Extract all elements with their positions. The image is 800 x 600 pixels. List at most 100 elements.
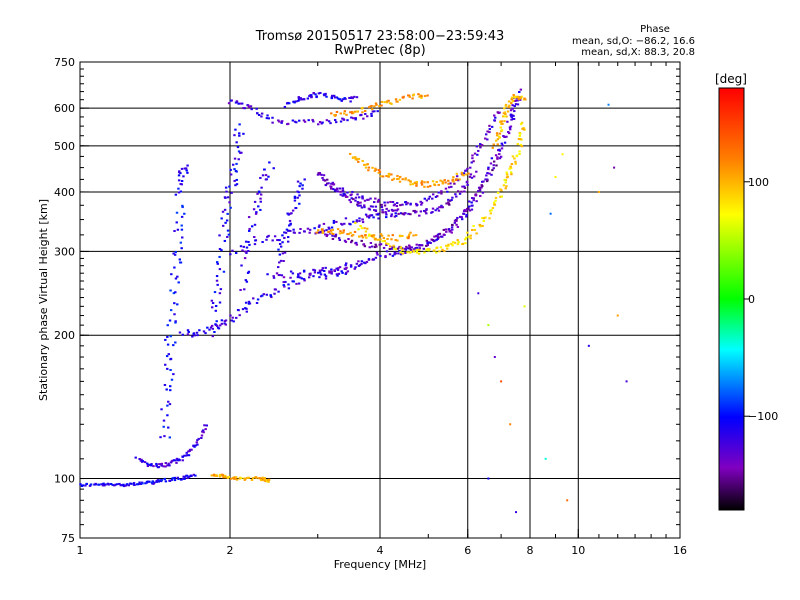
data-point [250,478,254,481]
data-point [496,157,499,160]
data-point [447,228,451,231]
data-point [218,292,222,295]
data-point [357,260,360,263]
data-point [317,92,321,95]
data-point [393,251,396,254]
data-point [469,173,473,176]
data-point [451,228,454,231]
data-point [308,228,312,231]
data-point [341,231,344,234]
data-point [265,293,269,296]
data-point [355,262,359,265]
data-point [224,319,228,322]
data-point [500,129,504,132]
data-point [447,182,450,185]
data-point [517,98,521,101]
data-point [412,234,415,237]
data-point [241,308,245,311]
data-point [511,107,514,110]
data-point [250,225,254,228]
data-point [364,166,368,169]
data-point [381,208,384,211]
data-point [237,150,241,153]
data-point [384,256,387,259]
data-point [427,249,430,252]
data-point [451,244,454,247]
data-point [398,235,402,238]
data-point [519,88,523,91]
y-tick-label: 500 [54,140,75,153]
data-point [335,96,338,99]
data-point [229,168,232,171]
data-point [512,93,515,96]
data-point [361,236,365,239]
data-point [252,297,255,300]
data-point [390,238,393,241]
data-point [343,97,346,100]
data-point [380,100,384,103]
data-point [511,155,515,158]
data-point [204,428,207,431]
data-point [510,118,513,121]
data-point [369,242,373,245]
data-point [428,248,431,251]
data-point [325,235,329,238]
data-point [261,174,265,177]
data-point [138,457,141,460]
data-point [462,210,466,213]
data-point [187,450,190,453]
data-point [346,195,349,198]
data-point [164,338,167,341]
data-point [253,236,256,239]
data-point [413,209,416,212]
data-point [404,201,407,204]
data-point [254,239,257,242]
data-point [367,216,371,219]
data-point [375,245,378,248]
data-point [336,274,339,277]
data-point [237,158,240,161]
data-point [406,202,409,205]
data-point [344,267,347,270]
data-point [453,241,457,244]
data-point [291,209,295,212]
data-point [301,184,304,187]
data-point [85,482,88,485]
data-point [376,253,379,256]
data-point [445,244,448,247]
data-point [172,252,175,255]
data-point [309,272,312,275]
data-point [328,270,331,273]
data-point [357,196,361,199]
data-point [363,163,366,166]
data-point [443,179,446,182]
data-point [192,444,195,447]
data-point [220,249,223,252]
data-point [387,209,390,212]
data-point [297,96,300,99]
data-point [390,213,393,216]
data-point [410,246,414,249]
data-point [247,216,251,219]
data-point [440,192,443,195]
data-point [226,477,230,480]
data-point [145,462,149,465]
data-point [480,144,484,147]
data-point [146,465,150,468]
data-point [247,240,250,243]
data-point [415,248,419,251]
data-point [225,219,229,222]
data-point [224,476,228,479]
data-point [495,134,499,137]
data-point [322,174,326,177]
data-point [247,249,250,252]
data-point [447,244,450,247]
data-point [446,190,449,193]
data-point [278,242,282,245]
data-point [353,230,357,233]
data-point [418,247,422,250]
data-point [164,363,167,366]
data-point [389,200,392,203]
data-point [332,219,336,222]
data-point [336,268,340,271]
